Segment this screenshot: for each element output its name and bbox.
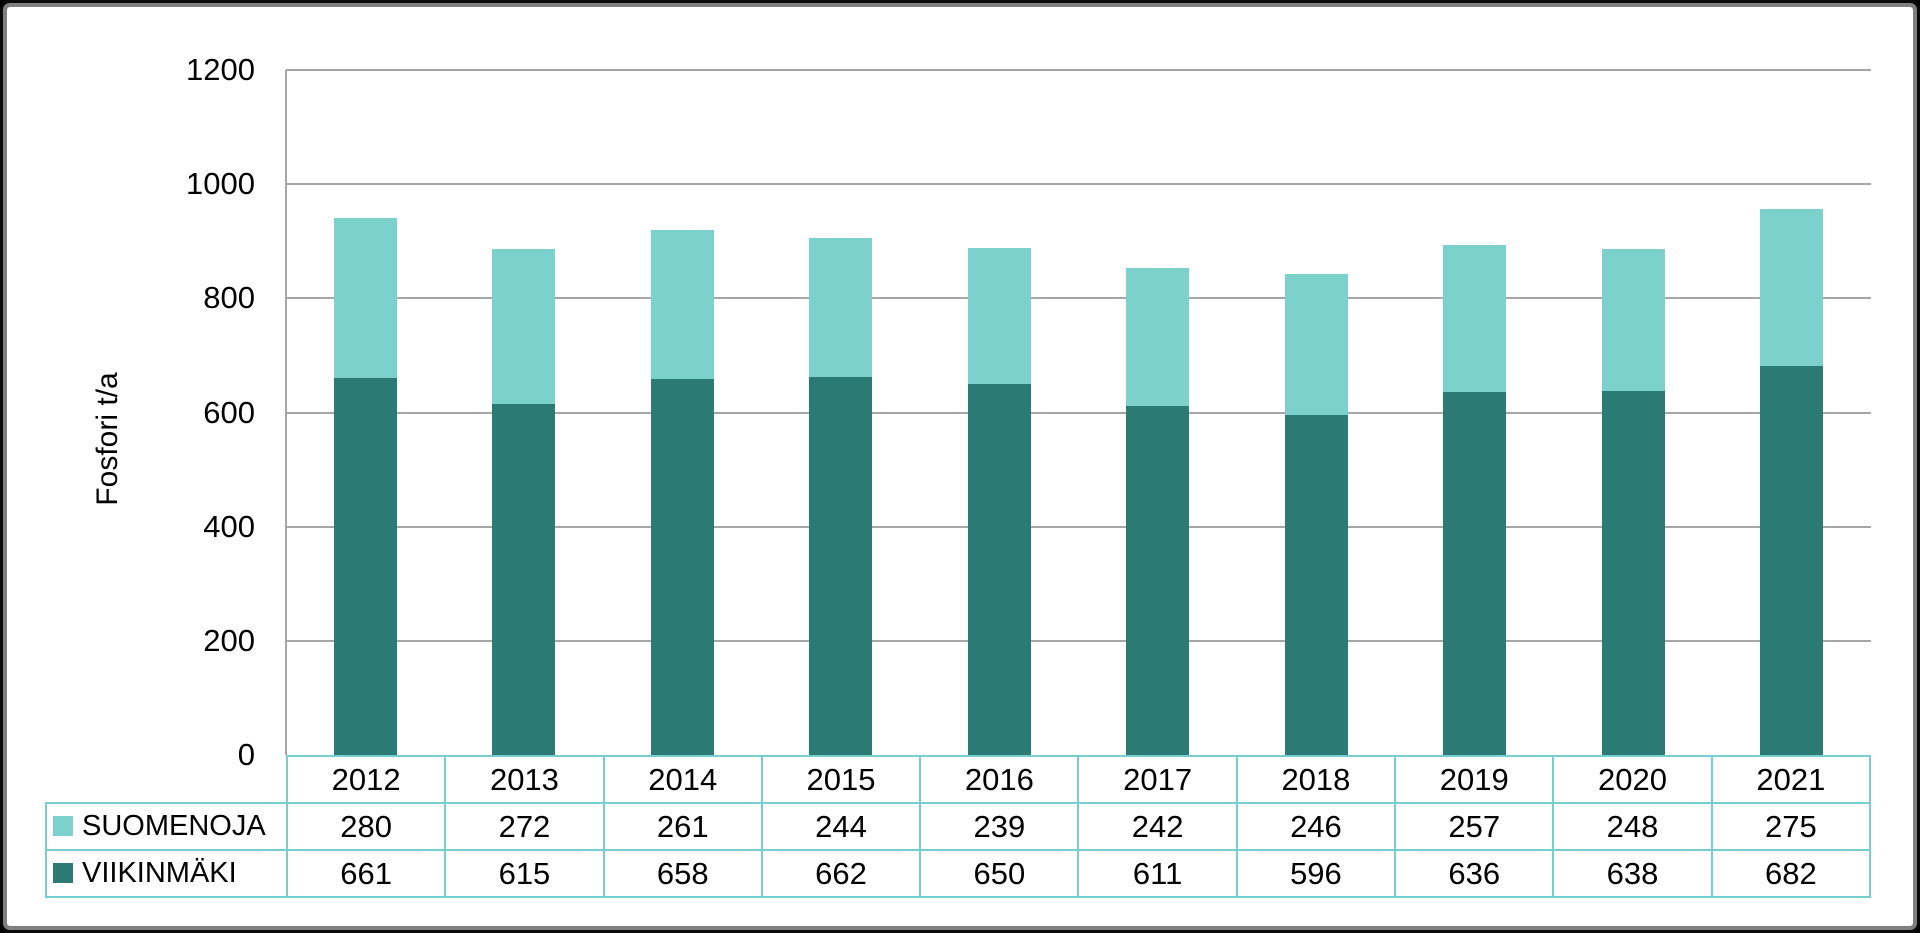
value-cell-suomenoja-2018: 246: [1235, 802, 1397, 851]
y-tick-label-400: 400: [203, 508, 255, 544]
year-header-cell-2014: 2014: [602, 755, 763, 804]
bar-segment-suomenoja-2014: [650, 230, 714, 380]
bar-segment-viikinmäki-2012: [333, 377, 397, 755]
legend-swatch-viikinmki-icon: [53, 863, 73, 883]
value-cell-viikinmki-2018: 596: [1235, 849, 1397, 898]
y-tick-label-600: 600: [203, 394, 255, 430]
table-header-row: 2012 2013 2014 2015 2016 2017 2018 2019 2020 2021: [46, 755, 1872, 804]
year-header-cell-2019: 2019: [1394, 755, 1555, 804]
bar-segment-suomenoja-2018: [1284, 274, 1348, 415]
value-cell-suomenoja-2012: 280: [285, 802, 447, 851]
table-row-suomenoja: SUOMENOJA 280 272 261 244 239 242 246 257 248 275: [45, 802, 1872, 851]
gridline-800: [286, 297, 1871, 300]
value-cell-suomenoja-2021: 275: [1710, 802, 1872, 851]
value-cell-viikinmki-2014: 658: [602, 849, 763, 898]
value-cell-suomenoja-2017: 242: [1077, 802, 1238, 851]
value-cell-viikinmki-2013: 615: [444, 849, 605, 898]
bar-segment-viikinmäki-2017: [1126, 406, 1190, 755]
year-header-cell-2016: 2016: [919, 755, 1080, 804]
legend-label-suomenoja: SUOMENOJA: [82, 810, 266, 842]
gridline-1000: [286, 183, 1871, 186]
bar-segment-suomenoja-2012: [333, 217, 397, 378]
y-tick-label-800: 800: [203, 280, 255, 316]
y-tick-label-200: 200: [203, 622, 255, 658]
legend-label-viikinmki: VIIKINMÄKI: [82, 857, 237, 889]
bar-segment-viikinmäki-2018: [1284, 414, 1348, 755]
bar-segment-suomenoja-2020: [1601, 249, 1665, 391]
bar-segment-viikinmäki-2020: [1601, 390, 1665, 755]
bar-segment-suomenoja-2017: [1126, 268, 1190, 407]
bar-segment-suomenoja-2019: [1443, 245, 1507, 392]
bar-segment-viikinmäki-2013: [492, 403, 556, 755]
bar-segment-viikinmäki-2016: [967, 383, 1031, 755]
year-header-cell-2018: 2018: [1235, 755, 1397, 804]
value-cell-suomenoja-2014: 261: [602, 802, 763, 851]
bar-segment-viikinmäki-2014: [650, 379, 714, 755]
bar-segment-suomenoja-2016: [967, 247, 1031, 384]
data-table: 2012 2013 2014 2015 2016 2017 2018 2019 2020 2021…: [45, 755, 1872, 898]
value-cell-viikinmki-2012: 661: [285, 849, 447, 898]
value-cell-suomenoja-2020: 248: [1552, 802, 1713, 851]
gridline-600: [286, 411, 1871, 414]
year-header-cell-2017: 2017: [1077, 755, 1238, 804]
value-cell-viikinmki-2017: 611: [1077, 849, 1238, 898]
year-header-cell-2015: 2015: [760, 755, 922, 804]
y-tick-label-1000: 1000: [186, 166, 255, 202]
bar-segment-viikinmäki-2015: [809, 377, 873, 755]
year-header-cell-2020: 2020: [1552, 755, 1713, 804]
table-row-viikinmki: VIIKINMÄKI 661 615 658 662 650 611 596 636 638 682: [45, 849, 1872, 898]
gridline-400: [286, 525, 1871, 528]
value-cell-suomenoja-2019: 257: [1394, 802, 1555, 851]
bar-segment-suomenoja-2015: [809, 237, 873, 378]
value-cell-viikinmki-2019: 636: [1394, 849, 1555, 898]
legend-swatch-suomenoja-icon: [53, 816, 73, 836]
bar-segment-viikinmäki-2021: [1760, 365, 1824, 755]
year-header-cell-2012: 2012: [285, 755, 447, 804]
table-corner-cell: [46, 756, 287, 803]
y-axis-line: [285, 70, 287, 755]
value-cell-viikinmki-2015: 662: [760, 849, 922, 898]
stacked-bar-chart: Fosfori t/a 0 200 400 600 800 1000 1200: [3, 3, 1917, 930]
year-header-cell-2013: 2013: [444, 755, 605, 804]
y-tick-label-1200: 1200: [186, 52, 255, 87]
bar-segment-viikinmäki-2019: [1443, 391, 1507, 755]
value-cell-suomenoja-2015: 244: [760, 802, 922, 851]
gridline-1200: [286, 69, 1871, 71]
legend-cell-suomenoja: SUOMENOJA: [45, 802, 288, 851]
bar-segment-suomenoja-2013: [492, 248, 556, 404]
bar-segment-suomenoja-2021: [1760, 208, 1824, 366]
value-cell-viikinmki-2021: 682: [1710, 849, 1872, 898]
y-axis-title: Fosfori t/a: [91, 372, 124, 506]
y-tick-label-0: 0: [237, 737, 255, 772]
year-header-cell-2021: 2021: [1710, 755, 1872, 804]
value-cell-viikinmki-2020: 638: [1552, 849, 1713, 898]
gridline-200: [286, 639, 1871, 642]
value-cell-viikinmki-2016: 650: [919, 849, 1080, 898]
legend-cell-viikinmki: VIIKINMÄKI: [45, 849, 288, 898]
value-cell-suomenoja-2013: 272: [444, 802, 605, 851]
value-cell-suomenoja-2016: 239: [919, 802, 1080, 851]
